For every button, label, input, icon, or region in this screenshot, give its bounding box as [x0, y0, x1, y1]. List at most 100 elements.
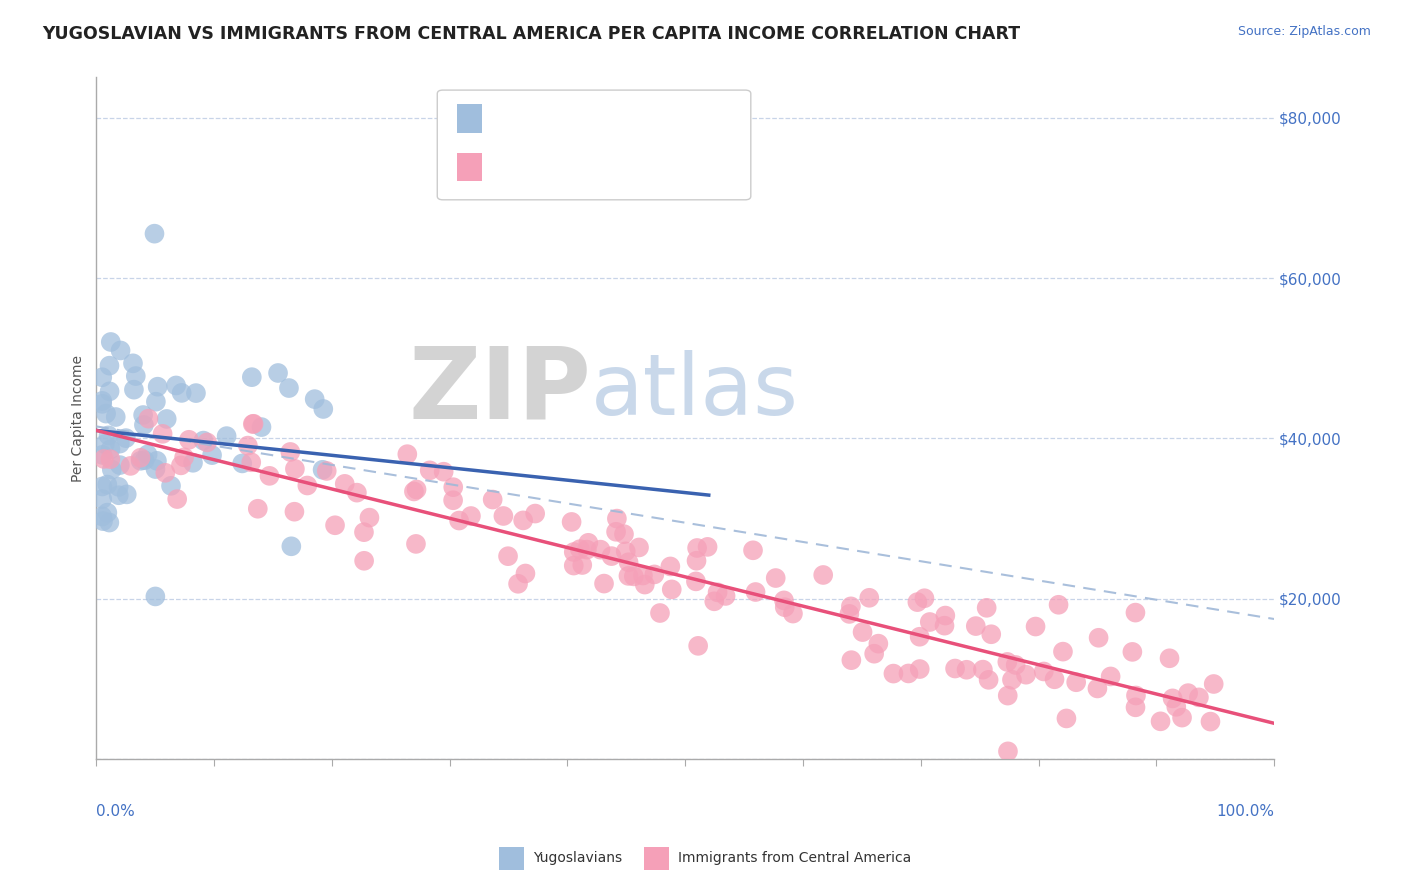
- Point: [562, 545, 585, 559]
- Point: [115, 431, 138, 445]
- Point: [1125, 689, 1147, 703]
- Point: [160, 479, 183, 493]
- Point: [897, 666, 920, 681]
- Point: [240, 455, 263, 469]
- Point: [515, 566, 537, 581]
- Point: [170, 385, 193, 400]
- Point: [173, 450, 195, 465]
- Point: [631, 568, 654, 582]
- Point: [138, 411, 160, 425]
- Point: [481, 492, 503, 507]
- Point: [98, 516, 121, 530]
- Point: [297, 478, 319, 492]
- Point: [283, 505, 305, 519]
- Point: [841, 653, 863, 667]
- Point: [166, 491, 188, 506]
- Point: [359, 510, 381, 524]
- Point: [976, 600, 998, 615]
- Point: [1087, 681, 1109, 696]
- Point: [1121, 645, 1143, 659]
- Y-axis label: Per Capita Income: Per Capita Income: [72, 355, 86, 482]
- Point: [460, 508, 482, 523]
- Point: [1052, 645, 1074, 659]
- Point: [1064, 675, 1087, 690]
- Point: [1025, 619, 1047, 633]
- Point: [143, 227, 166, 241]
- Point: [96, 506, 118, 520]
- Point: [91, 448, 114, 462]
- Point: [997, 744, 1019, 758]
- Point: [773, 593, 796, 607]
- Point: [98, 384, 121, 399]
- Point: [250, 420, 273, 434]
- Point: [934, 618, 956, 632]
- Point: [905, 595, 928, 609]
- Point: [236, 439, 259, 453]
- Point: [441, 493, 464, 508]
- Point: [246, 501, 269, 516]
- Point: [280, 539, 302, 553]
- Point: [617, 555, 640, 569]
- Point: [703, 594, 725, 608]
- Point: [744, 585, 766, 599]
- Point: [108, 436, 131, 450]
- Point: [132, 408, 155, 422]
- Point: [1099, 669, 1122, 683]
- Point: [312, 401, 335, 416]
- Text: Yugoslavians: Yugoslavians: [533, 851, 621, 865]
- Point: [634, 577, 657, 591]
- Point: [129, 454, 152, 468]
- Point: [524, 507, 547, 521]
- Point: [606, 511, 628, 525]
- Point: [125, 369, 148, 384]
- Point: [152, 426, 174, 441]
- Text: YUGOSLAVIAN VS IMMIGRANTS FROM CENTRAL AMERICA PER CAPITA INCOME CORRELATION CHA: YUGOSLAVIAN VS IMMIGRANTS FROM CENTRAL A…: [42, 25, 1021, 43]
- Point: [396, 447, 419, 461]
- Point: [980, 627, 1002, 641]
- Text: -0.858: -0.858: [522, 160, 576, 174]
- Point: [115, 487, 138, 501]
- Point: [101, 462, 124, 476]
- Point: [613, 527, 636, 541]
- Point: [323, 518, 346, 533]
- Point: [600, 549, 623, 563]
- Point: [1161, 691, 1184, 706]
- Point: [1202, 677, 1225, 691]
- Point: [259, 468, 281, 483]
- Point: [782, 607, 804, 621]
- Point: [91, 492, 114, 507]
- Point: [284, 462, 307, 476]
- Point: [145, 394, 167, 409]
- Point: [91, 514, 114, 528]
- Text: N =: N =: [591, 160, 620, 174]
- Point: [1043, 673, 1066, 687]
- Point: [908, 630, 931, 644]
- Point: [1047, 598, 1070, 612]
- Point: [1171, 710, 1194, 724]
- Point: [714, 589, 737, 603]
- Point: [1125, 700, 1147, 714]
- Point: [765, 571, 787, 585]
- Text: atlas: atlas: [591, 350, 799, 433]
- Point: [100, 442, 122, 457]
- Point: [1001, 673, 1024, 687]
- Point: [1159, 651, 1181, 665]
- Point: [91, 393, 114, 408]
- Point: [94, 407, 117, 421]
- Point: [231, 457, 253, 471]
- Point: [617, 569, 640, 583]
- Point: [838, 607, 860, 621]
- Point: [811, 568, 834, 582]
- Point: [575, 542, 598, 557]
- Point: [278, 381, 301, 395]
- Text: R =: R =: [491, 112, 519, 126]
- Point: [1125, 606, 1147, 620]
- Point: [433, 465, 456, 479]
- Point: [146, 454, 169, 468]
- Point: [107, 480, 129, 494]
- Point: [839, 599, 862, 614]
- Point: [648, 606, 671, 620]
- Point: [333, 476, 356, 491]
- Point: [977, 673, 1000, 687]
- Point: [195, 435, 218, 450]
